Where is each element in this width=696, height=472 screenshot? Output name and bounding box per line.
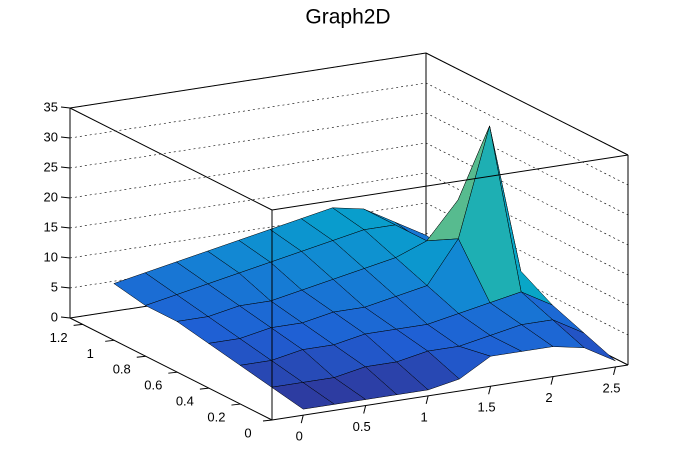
- y-tick-label: 0: [244, 425, 251, 440]
- y-tick-label: 0.4: [176, 394, 194, 409]
- x-tick: [425, 395, 429, 404]
- x-tick-label: 2.5: [602, 380, 620, 395]
- y-tick: [168, 371, 178, 374]
- z-tick-label: 35: [44, 99, 58, 114]
- surface-cell: [271, 382, 336, 410]
- chart-title: Graph2D: [305, 6, 390, 29]
- x-tick-label: 1: [421, 409, 428, 424]
- grid-line: [69, 142, 629, 246]
- y-tick: [262, 419, 273, 422]
- z-tick: [60, 316, 71, 319]
- grid-line: [69, 112, 629, 216]
- z-tick: [60, 106, 71, 109]
- x-tick: [363, 405, 367, 414]
- z-tick: [60, 136, 71, 139]
- box-edge: [271, 154, 629, 211]
- grid-line: [69, 82, 629, 186]
- y-tick: [199, 387, 209, 390]
- x-tick: [488, 386, 492, 395]
- z-tick-label: 25: [44, 159, 58, 174]
- x-tick: [550, 376, 554, 385]
- x-tick: [613, 366, 616, 376]
- grid-line: [69, 202, 629, 306]
- y-tick-label: 0.6: [144, 378, 162, 393]
- z-tick: [60, 166, 71, 169]
- x-tick-label: 0.5: [353, 419, 371, 434]
- z-tick: [60, 196, 71, 199]
- z-tick-label: 15: [44, 219, 58, 234]
- x-tick: [300, 415, 304, 424]
- y-tick: [73, 323, 83, 326]
- z-tick-label: 5: [51, 279, 58, 294]
- z-tick: [60, 286, 71, 289]
- box-edge: [69, 52, 427, 109]
- x-axis: [271, 364, 629, 421]
- x-tick-label: 2: [545, 390, 552, 405]
- box-edge: [425, 52, 629, 156]
- y-tick-label: 0.8: [113, 362, 131, 377]
- z-tick-label: 30: [44, 129, 58, 144]
- z-tick-label: 0: [51, 309, 58, 324]
- grid-line: [69, 172, 629, 276]
- x-tick-label: 1.5: [478, 400, 496, 415]
- y-tick-label: 1: [87, 346, 94, 361]
- y-tick: [105, 339, 115, 342]
- y-axis: [69, 317, 273, 421]
- box-edge: [69, 107, 273, 211]
- x-tick-label: 0: [296, 429, 303, 444]
- y-tick-label: 1.2: [50, 330, 68, 345]
- z-tick: [60, 226, 71, 229]
- y-tick: [136, 355, 146, 358]
- z-tick-label: 10: [44, 249, 58, 264]
- y-tick-label: 0.2: [207, 410, 225, 425]
- z-tick: [60, 256, 71, 259]
- y-tick: [231, 403, 241, 406]
- z-tick-label: 20: [44, 189, 58, 204]
